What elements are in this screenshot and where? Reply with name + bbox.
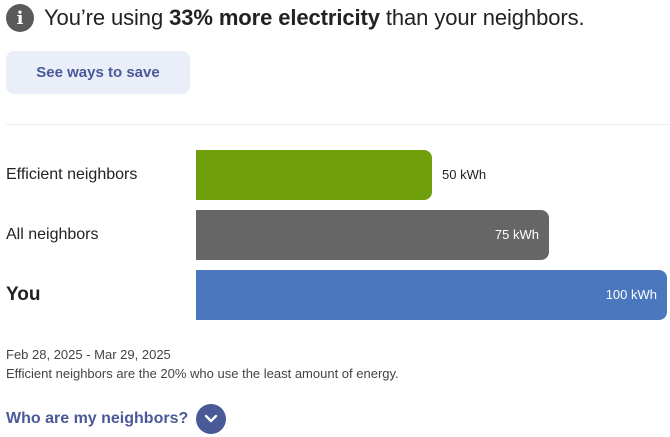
bar-efficient-neighbors [196, 150, 432, 200]
bar-all-neighbors [196, 210, 549, 260]
comparison-header: i You’re using 33% more electricity than… [6, 3, 585, 33]
bar-label-all-neighbors: All neighbors [6, 226, 99, 243]
see-ways-to-save-button[interactable]: See ways to save [6, 51, 190, 94]
usage-comparison-chart: Efficient neighbors 50 kWh All neighbors 75… [0, 150, 670, 330]
headline-suffix: than your neighbors. [379, 5, 585, 30]
bar-value-you: 100 kWh [605, 287, 657, 302]
who-are-my-neighbors-label: Who are my neighbors? [6, 410, 189, 427]
headline-prefix: You’re using [44, 5, 170, 30]
info-icon: i [6, 4, 34, 32]
bar-row-you: You 100 kWh [0, 270, 670, 320]
divider [6, 124, 670, 125]
bar-value-efficient-neighbors: 50 kWh [442, 167, 487, 182]
who-are-my-neighbors-link[interactable]: Who are my neighbors? [6, 404, 227, 434]
bar-row-all-neighbors: All neighbors 75 kWh [0, 210, 670, 260]
efficient-neighbors-footnote: Efficient neighbors are the 20% who use … [6, 366, 399, 381]
chevron-down-icon[interactable] [196, 404, 227, 434]
bar-label-efficient-neighbors: Efficient neighbors [6, 166, 138, 183]
headline-emphasis: 33% more electricity [169, 5, 380, 30]
bar-row-efficient-neighbors: Efficient neighbors 50 kWh [0, 150, 670, 200]
headline: You’re using 33% more electricity than y… [44, 5, 585, 31]
bar-value-all-neighbors: 75 kWh [494, 227, 539, 242]
date-range: Feb 28, 2025 - Mar 29, 2025 [6, 347, 171, 362]
bar-you [196, 270, 667, 320]
bar-label-you: You [6, 284, 41, 305]
